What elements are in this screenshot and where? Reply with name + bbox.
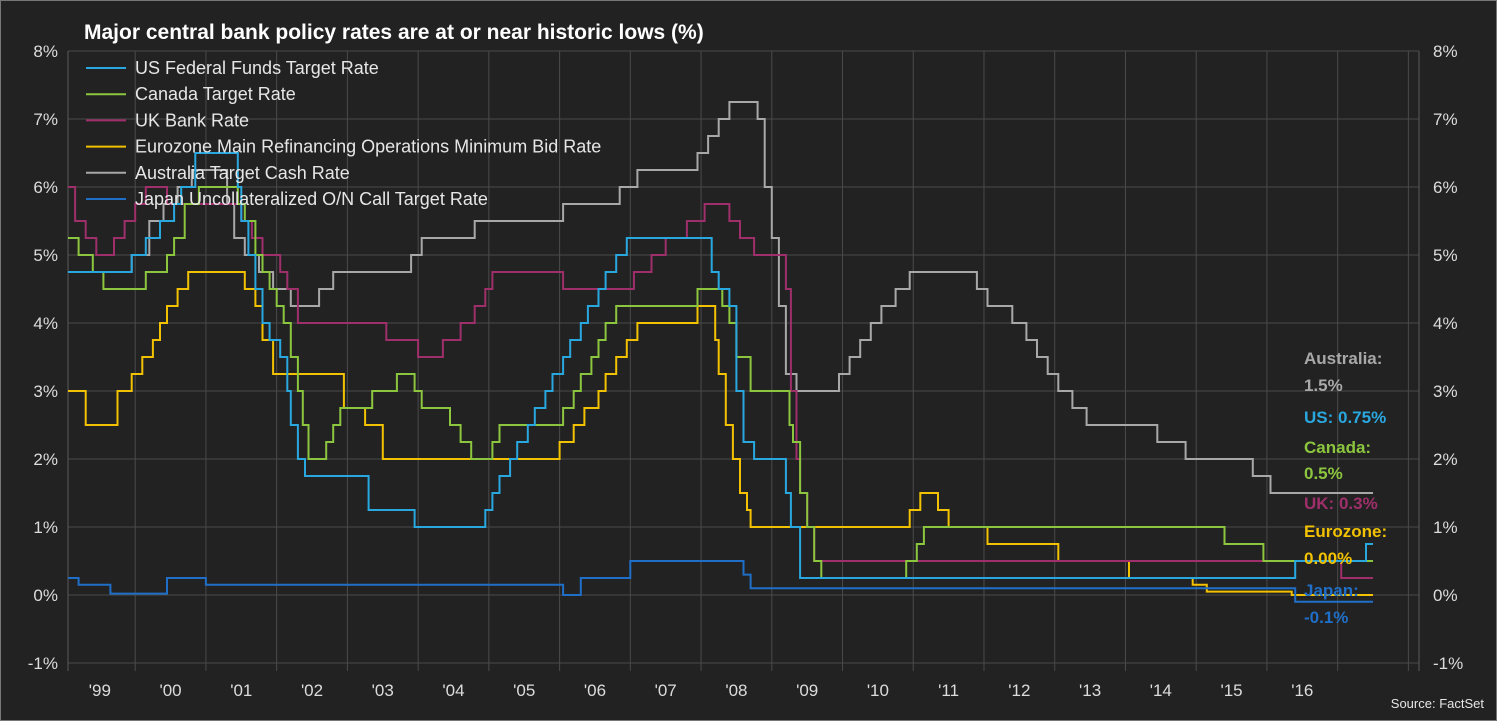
end-label: Canada: [1304, 438, 1371, 457]
legend-label: Eurozone Main Refinancing Operations Min… [135, 137, 601, 157]
end-label: UK: 0.3% [1304, 494, 1378, 513]
x-tick-label: '09 [796, 681, 818, 700]
y-tick-left: 7% [33, 110, 58, 129]
x-tick-label: '14 [1150, 681, 1172, 700]
x-tick-label: '11 [938, 681, 959, 700]
series-lines [68, 101, 1373, 603]
series-line [68, 186, 1373, 579]
y-tick-right: 6% [1433, 178, 1458, 197]
y-tick-left: 1% [33, 518, 58, 537]
y-tick-right: 2% [1433, 450, 1458, 469]
series-line [68, 271, 1373, 596]
x-tick-label: '13 [1079, 681, 1101, 700]
end-label: 0.5% [1304, 464, 1343, 483]
legend-label: Canada Target Rate [135, 84, 296, 104]
y-tick-left: 6% [33, 178, 58, 197]
y-tick-right: -1% [1433, 654, 1463, 673]
end-label: Japan: [1304, 581, 1359, 600]
legend-label: Japan Uncollateralized O/N Call Target R… [135, 189, 488, 209]
legend: US Federal Funds Target Rate Canada Targe… [86, 58, 601, 209]
y-tick-right: 8% [1433, 42, 1458, 61]
x-tick-label: '03 [372, 681, 394, 700]
end-label: Eurozone: [1304, 522, 1387, 541]
x-tick-label: '99 [89, 681, 111, 700]
x-tick-label: '12 [1008, 681, 1030, 700]
end-label: US: 0.75% [1304, 408, 1386, 427]
y-tick-right: 4% [1433, 314, 1458, 333]
series-line [68, 560, 1373, 603]
legend-label: US Federal Funds Target Rate [135, 58, 379, 78]
series-line [68, 152, 1373, 579]
y-tick-left: 8% [33, 42, 58, 61]
chart-title: Major central bank policy rates are at o… [84, 21, 704, 44]
x-tick-label: '06 [584, 681, 606, 700]
end-label: 1.5% [1304, 376, 1343, 395]
x-tick-label: '00 [159, 681, 181, 700]
y-tick-right: 1% [1433, 518, 1458, 537]
x-tick-label: '05 [513, 681, 535, 700]
x-tick-label: '04 [442, 681, 464, 700]
legend-label: Australia Target Cash Rate [135, 163, 350, 183]
y-tick-right: 0% [1433, 586, 1458, 605]
axis-labels: 8% 8% 7% 7% 6% 6% 5% 5% 4% 4% 3% 3% 2% 2% 1% 1% 0% 0% -1% -… [28, 42, 1463, 700]
y-tick-right: 3% [1433, 382, 1458, 401]
end-label: 0.00% [1304, 549, 1352, 568]
end-label: Australia: [1304, 349, 1382, 368]
y-tick-left: 5% [33, 246, 58, 265]
end-value-labels: Australia: 1.5% US: 0.75% Canada: 0.5% UK: 0.… [1304, 349, 1387, 627]
y-tick-left: -1% [28, 654, 58, 673]
y-tick-left: 0% [33, 586, 58, 605]
x-tick-label: '01 [230, 681, 252, 700]
y-tick-left: 3% [33, 382, 58, 401]
y-tick-left: 4% [33, 314, 58, 333]
series-line [68, 101, 1373, 494]
y-tick-right: 7% [1433, 110, 1458, 129]
series-line [68, 186, 1373, 579]
x-tick-label: '10 [867, 681, 889, 700]
end-label: -0.1% [1304, 608, 1348, 627]
gridlines [67, 50, 1420, 671]
legend-label: UK Bank Rate [135, 110, 249, 130]
source-note: Source: FactSet [1391, 696, 1485, 711]
x-tick-label: '15 [1220, 681, 1242, 700]
x-tick-label: '16 [1291, 681, 1313, 700]
y-tick-right: 5% [1433, 246, 1458, 265]
x-tick-label: '02 [301, 681, 323, 700]
x-tick-label: '08 [725, 681, 747, 700]
y-tick-left: 2% [33, 450, 58, 469]
x-tick-label: '07 [655, 681, 677, 700]
